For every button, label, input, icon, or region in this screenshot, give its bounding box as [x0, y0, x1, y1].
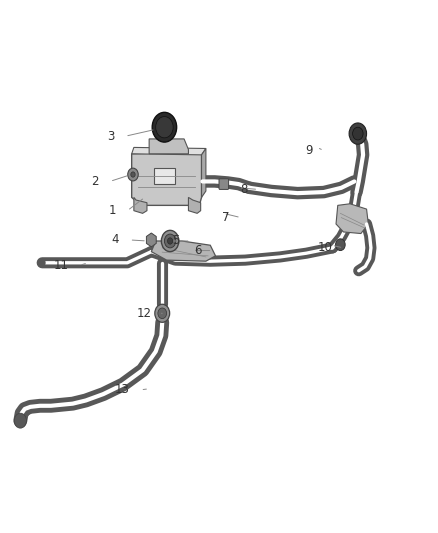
Circle shape [167, 238, 173, 244]
Text: 6: 6 [194, 244, 201, 257]
Polygon shape [149, 139, 188, 154]
Circle shape [131, 172, 135, 177]
Polygon shape [132, 148, 206, 155]
Polygon shape [132, 152, 201, 205]
Text: 11: 11 [53, 259, 68, 272]
Circle shape [155, 117, 173, 138]
Text: 12: 12 [136, 307, 151, 320]
Polygon shape [336, 204, 368, 233]
Text: 7: 7 [223, 211, 230, 224]
Polygon shape [153, 168, 175, 184]
Polygon shape [201, 149, 206, 197]
Text: 5: 5 [172, 235, 180, 247]
Circle shape [349, 123, 367, 144]
Circle shape [164, 234, 176, 248]
Circle shape [353, 127, 363, 140]
Circle shape [336, 239, 345, 251]
Polygon shape [151, 241, 215, 261]
Circle shape [158, 308, 166, 319]
Text: 8: 8 [240, 183, 247, 196]
Circle shape [161, 230, 179, 252]
Text: 2: 2 [92, 175, 99, 188]
FancyBboxPatch shape [219, 179, 229, 189]
Text: 10: 10 [318, 241, 332, 254]
Text: 13: 13 [115, 383, 130, 397]
Text: 3: 3 [107, 130, 114, 143]
Circle shape [155, 304, 170, 322]
Text: 9: 9 [305, 144, 313, 157]
Circle shape [152, 112, 177, 142]
Circle shape [14, 413, 26, 428]
Polygon shape [188, 197, 201, 213]
Text: 4: 4 [111, 233, 119, 246]
Polygon shape [134, 197, 147, 213]
Circle shape [39, 259, 46, 267]
Text: 1: 1 [109, 204, 117, 217]
Circle shape [128, 168, 138, 181]
